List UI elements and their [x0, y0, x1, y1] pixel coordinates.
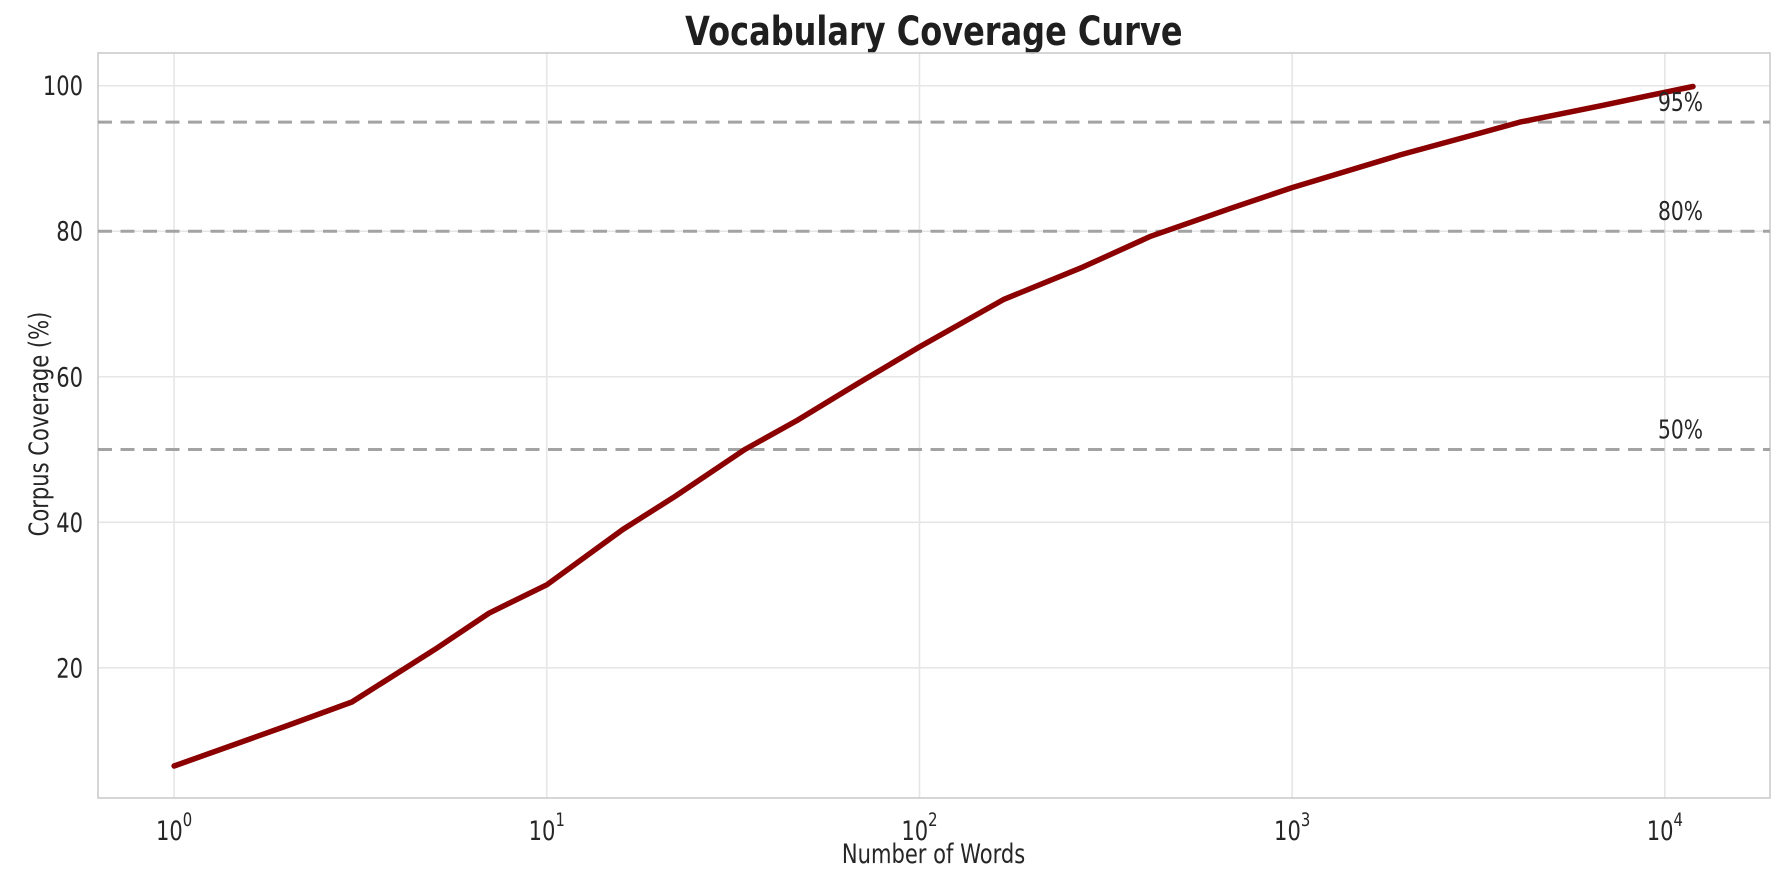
y-tick-label: 100	[43, 71, 83, 102]
chart-title-text: Vocabulary Coverage Curve	[685, 9, 1183, 55]
x-tick-label: 101	[529, 809, 565, 846]
reference-line-label: 95%	[1658, 88, 1703, 118]
y-axis-label-text: Corpus Coverage (%)	[24, 311, 56, 537]
reference-line-label: 50%	[1658, 415, 1703, 445]
x-axis-label: Number of Words	[98, 840, 1770, 870]
y-tick-label: 80	[56, 216, 83, 247]
x-tick-label: 103	[1274, 809, 1310, 846]
reference-line-label: 80%	[1658, 197, 1703, 227]
y-tick-label: 60	[56, 362, 83, 393]
x-axis-label-text: Number of Words	[842, 839, 1026, 870]
y-tick-label: 40	[56, 507, 83, 538]
x-tick-label: 100	[156, 809, 192, 846]
chart-title: Vocabulary Coverage Curve	[98, 10, 1770, 54]
y-tick-label: 20	[56, 653, 83, 684]
coverage-curve	[171, 83, 1696, 769]
plot-border	[97, 52, 1771, 799]
y-axis-label: Corpus Coverage (%)	[24, 280, 56, 568]
x-tick-label: 104	[1647, 809, 1683, 846]
x-tick-label: 102	[901, 809, 937, 846]
